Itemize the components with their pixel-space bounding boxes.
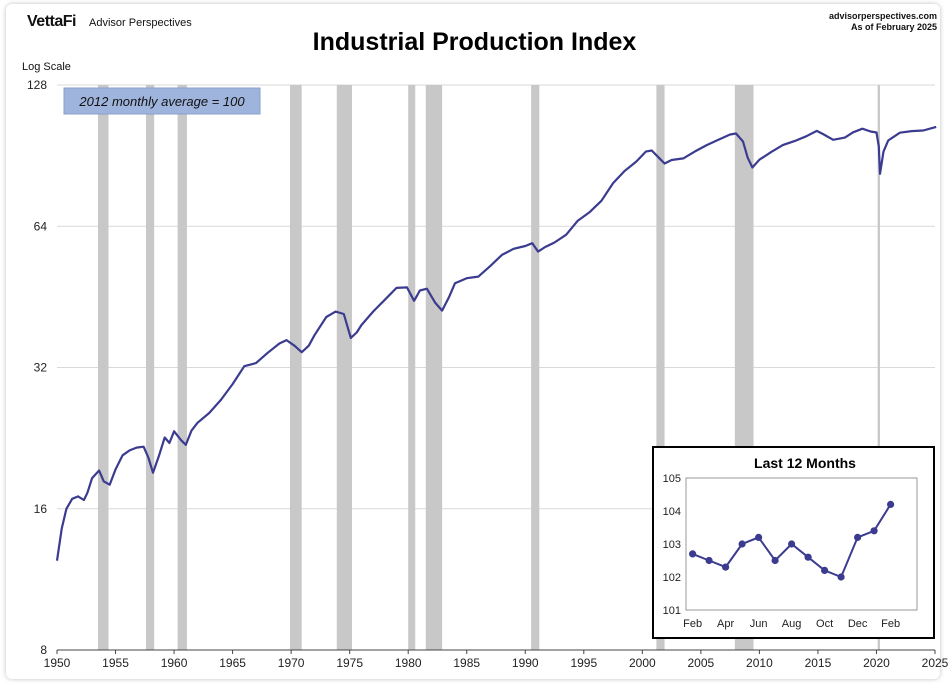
inset-data-point (722, 563, 730, 571)
x-tick-label: 1980 (395, 656, 422, 670)
inset-data-point (705, 556, 713, 565)
x-tick-label: 2005 (688, 656, 715, 670)
inset-x-tick-label: Apr (717, 618, 734, 630)
y-tick-label: 16 (34, 502, 48, 516)
x-tick-label: 1975 (336, 656, 363, 670)
recession-bar (877, 85, 880, 650)
inset-plot-area (685, 477, 918, 611)
recession-bar (289, 85, 302, 650)
recession-bar (656, 85, 665, 650)
brand-subtitle: Advisor Perspectives (89, 17, 192, 29)
x-tick-label: 1970 (278, 656, 305, 670)
inset-data-point (771, 556, 779, 565)
inset-data-point (854, 533, 862, 542)
inset-data-point (738, 540, 746, 548)
x-tick-label: 2020 (863, 656, 890, 670)
recession-bar (425, 85, 443, 650)
x-tick-label: 2025 (922, 656, 949, 670)
recession-bar (408, 85, 416, 650)
annotation-text: 2012 monthly average = 100 (78, 94, 245, 109)
inset-y-tick-label: 103 (663, 539, 681, 551)
x-tick-label: 2010 (746, 656, 773, 670)
inset-data-point (870, 527, 878, 535)
inset-data-point (821, 566, 829, 575)
y-tick-label: 32 (34, 361, 48, 375)
recession-bar (531, 85, 540, 650)
x-tick-label: 1990 (512, 656, 539, 670)
inset-y-tick-label: 104 (663, 506, 681, 518)
inset-x-tick-label: Feb (683, 618, 702, 630)
inset-y-tick-label: 101 (663, 605, 681, 617)
inset-data-point (887, 500, 895, 508)
inset-data-point (755, 533, 763, 542)
inset-data-point (788, 540, 796, 548)
inset-x-tick-label: Feb (881, 618, 900, 630)
source-info: advisorperspectives.com As of February 2… (829, 11, 937, 33)
inset-y-tick-label: 102 (663, 572, 681, 584)
inset-title: Last 12 Months (754, 455, 856, 471)
recession-bar (97, 85, 109, 650)
x-tick-label: 1955 (102, 656, 129, 670)
annotation-box (63, 87, 261, 115)
x-tick-label: 1950 (44, 656, 71, 670)
x-tick-label: 2015 (805, 656, 832, 670)
brand-logo: VettaFi (27, 13, 76, 30)
source-date: As of February 2025 (850, 22, 937, 32)
y-axis-label: Log Scale (22, 61, 71, 73)
x-tick-label: 1995 (570, 656, 597, 670)
inset-x-tick-label: Jun (750, 618, 768, 630)
inset-y-tick-label: 105 (663, 473, 681, 485)
inset-x-tick-label: Aug (782, 618, 802, 630)
inset-x-tick-label: Dec (848, 618, 868, 630)
recession-bar (336, 85, 353, 650)
source-url: advisorperspectives.com (828, 11, 937, 21)
recession-bar (145, 85, 155, 650)
y-tick-label: 128 (27, 78, 47, 92)
x-tick-label: 2000 (629, 656, 656, 670)
inset-x-tick-label: Oct (816, 618, 833, 630)
inset-data-point (804, 553, 812, 561)
y-tick-label: 8 (40, 643, 47, 657)
x-tick-label: 1985 (453, 656, 480, 670)
x-tick-label: 1965 (219, 656, 246, 670)
ip-index-line (55, 125, 937, 561)
y-tick-label: 64 (34, 219, 48, 233)
recession-bar (177, 85, 187, 650)
inset-data-point (689, 550, 697, 558)
page-title: Industrial Production Index (312, 28, 637, 56)
x-tick-label: 1960 (161, 656, 188, 670)
inset-data-point (837, 573, 845, 581)
